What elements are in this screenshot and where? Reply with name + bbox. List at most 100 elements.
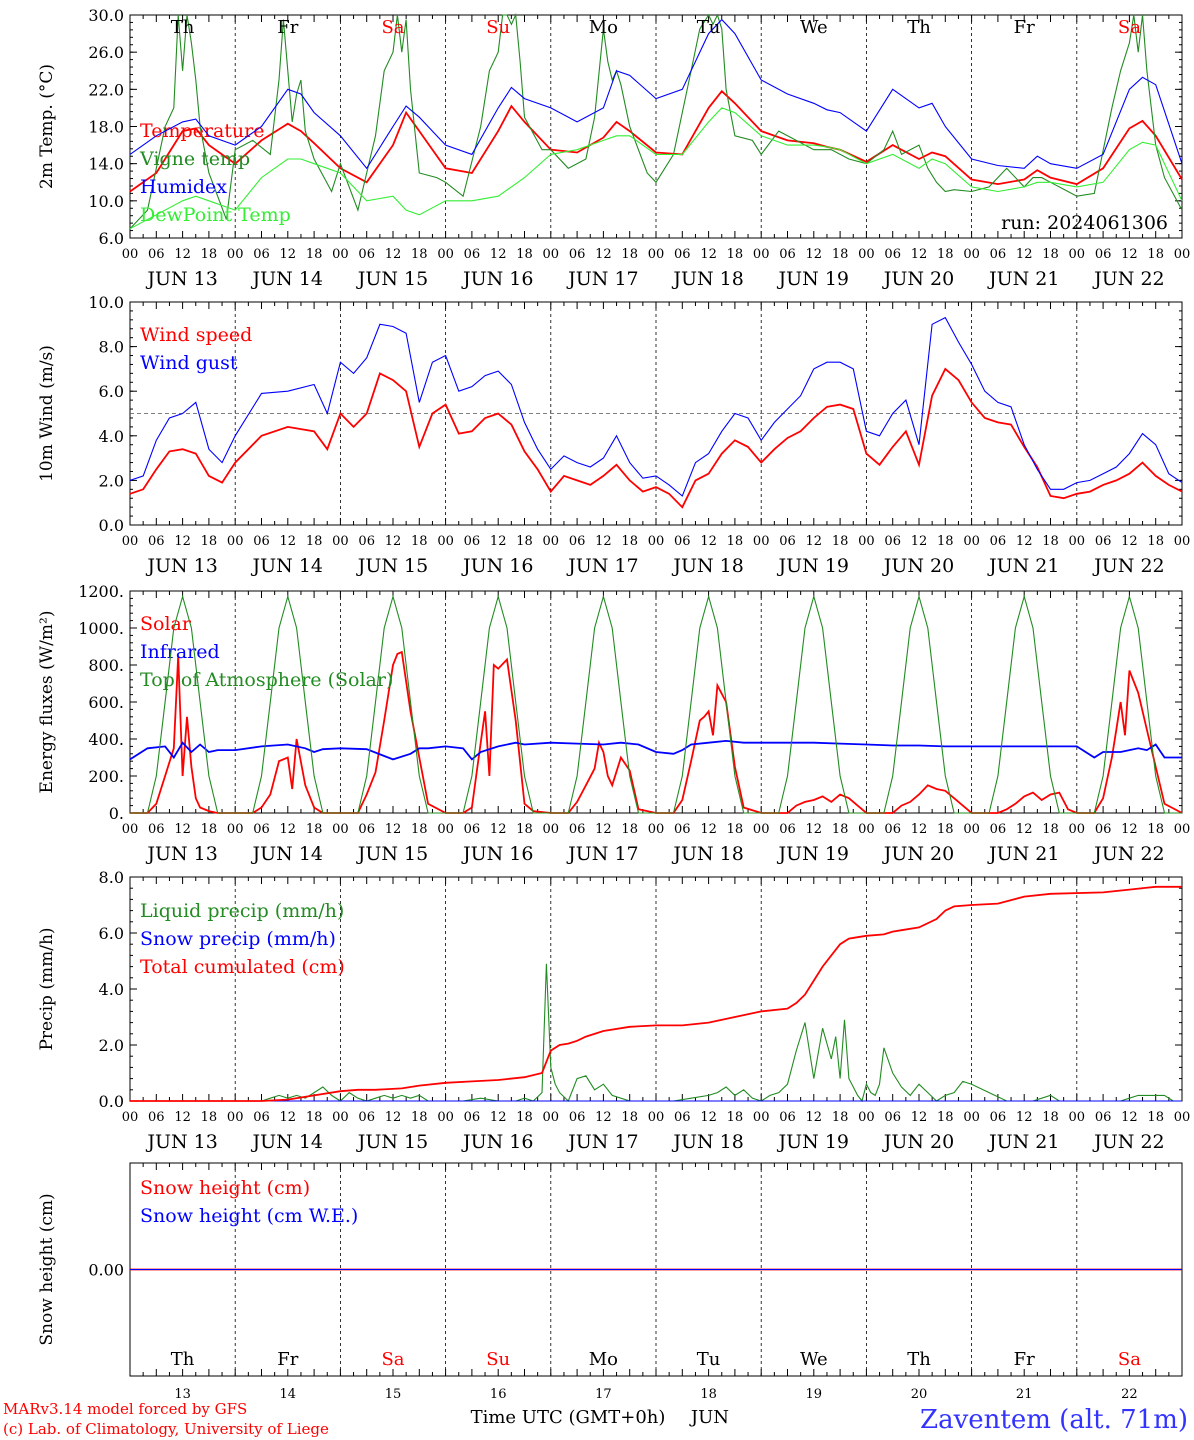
day-number-label: 15 <box>385 1387 402 1402</box>
y-tick-label: 8.0 <box>99 338 124 357</box>
date-label: JUN 17 <box>566 555 638 577</box>
hour-tick-label: 06 <box>779 1110 796 1125</box>
hour-tick-label: 18 <box>306 534 323 549</box>
y-tick-label: 10.0 <box>88 192 124 211</box>
hour-tick-label: 06 <box>358 534 375 549</box>
hour-tick-label: 06 <box>148 247 165 262</box>
hour-tick-label: 12 <box>700 1110 717 1125</box>
hour-tick-label: 18 <box>411 247 428 262</box>
series-line-vigne-temp <box>129 12 1183 230</box>
hour-tick-label: 12 <box>1121 1110 1138 1125</box>
hour-tick-label: 12 <box>700 822 717 837</box>
hour-tick-label: 06 <box>884 822 901 837</box>
date-label: JUN 14 <box>251 268 323 290</box>
date-label: JUN 20 <box>882 1131 954 1153</box>
y-tick-label: 6.0 <box>99 382 124 401</box>
snow-panel: 0.00 Snow height (cm) Snow height (cm) Snow… <box>37 1162 1183 1402</box>
hour-tick-label: 00 <box>122 1110 139 1125</box>
series-line-top-of-atmosphere-solar- <box>130 594 1182 814</box>
hour-tick-label: 12 <box>700 534 717 549</box>
y-axis-title: 10m Wind (m/s) <box>37 345 57 482</box>
hour-tick-label: 00 <box>963 822 980 837</box>
day-number-label: 21 <box>1016 1387 1033 1402</box>
hour-tick-label: 18 <box>937 247 954 262</box>
day-number-label: 19 <box>806 1387 823 1402</box>
hour-tick-label: 18 <box>306 822 323 837</box>
y-tick-label: 4.0 <box>99 980 124 999</box>
day-name-label: Fr <box>1014 1349 1035 1370</box>
day-name-label: Tu <box>697 1349 721 1370</box>
hour-tick-label: 06 <box>358 247 375 262</box>
hour-tick-label: 18 <box>1147 1110 1164 1125</box>
hour-tick-label: 00 <box>437 1110 454 1125</box>
series-line-solar <box>130 650 1183 814</box>
hour-tick-label: 12 <box>806 822 823 837</box>
day-number-label: 20 <box>911 1387 928 1402</box>
hour-tick-label: 12 <box>911 822 928 837</box>
hour-tick-label: 06 <box>253 822 270 837</box>
y-tick-label: 0. <box>109 804 124 823</box>
legend-entry: Humidex <box>140 176 227 198</box>
hour-tick-label: 00 <box>227 822 244 837</box>
legend-entry: Temperature <box>140 120 264 142</box>
y-tick-label: 6.0 <box>99 924 124 943</box>
hour-tick-label: 12 <box>806 1110 823 1125</box>
y-tick-label: 200. <box>88 767 124 786</box>
temperature-panel: 6.0 10.0 14.0 18.0 22.0 26.0 30.0 2m Temp. (°C)… <box>37 6 1190 290</box>
legend-entry: Snow height (cm W.E.) <box>140 1205 358 1227</box>
hour-tick-label: 00 <box>543 1110 560 1125</box>
hour-tick-label: 12 <box>911 1110 928 1125</box>
legend-entry: Infrared <box>140 641 220 663</box>
y-tick-label: 6.0 <box>99 229 124 248</box>
run-annotation: run: 2024061306 <box>1001 212 1168 234</box>
hour-tick-label: 06 <box>464 247 481 262</box>
hour-tick-label: 12 <box>595 1110 612 1125</box>
wind-panel: 0.0 2.0 4.0 6.0 8.0 10.0 10m Wind (m/s) Wind sp… <box>37 293 1190 577</box>
hour-tick-label: 00 <box>332 1110 349 1125</box>
date-label: JUN 13 <box>145 1131 217 1153</box>
day-name-label: Fr <box>277 1349 298 1370</box>
hour-tick-label: 12 <box>490 822 507 837</box>
hour-tick-label: 12 <box>911 247 928 262</box>
series-line-wind-speed <box>129 367 1183 509</box>
day-name-label: Mo <box>589 1349 618 1370</box>
date-label: JUN 19 <box>777 843 849 865</box>
date-label: JUN 14 <box>251 555 323 577</box>
hour-tick-label: 06 <box>990 1110 1007 1125</box>
hour-tick-label: 12 <box>1121 822 1138 837</box>
date-label: JUN 18 <box>671 843 743 865</box>
hour-tick-label: 00 <box>858 822 875 837</box>
model-credit: MARv3.14 model forced by GFS <box>3 1400 247 1418</box>
day-name-label: Sa <box>1118 17 1141 38</box>
date-label: JUN 22 <box>1092 555 1164 577</box>
time-axis-label: Time UTC (GMT+0h) <box>471 1407 666 1428</box>
date-label: JUN 15 <box>356 555 428 577</box>
day-number-label: 14 <box>280 1387 297 1402</box>
hour-tick-label: 06 <box>884 534 901 549</box>
hour-tick-label: 06 <box>674 1110 691 1125</box>
y-tick-label: 2.0 <box>99 471 124 490</box>
hour-tick-label: 06 <box>674 534 691 549</box>
hour-tick-label: 00 <box>227 247 244 262</box>
day-name-label: Mo <box>589 17 618 38</box>
y-tick-label: 22.0 <box>88 80 124 99</box>
hour-tick-label: 18 <box>411 822 428 837</box>
hour-tick-label: 00 <box>963 247 980 262</box>
legend-entry: Top of Atmosphere (Solar) <box>140 669 393 691</box>
hour-tick-label: 12 <box>280 1110 297 1125</box>
hour-tick-label: 00 <box>963 534 980 549</box>
y-tick-label: 2.0 <box>99 1036 124 1055</box>
hour-tick-label: 00 <box>227 534 244 549</box>
hour-tick-label: 06 <box>884 247 901 262</box>
hour-tick-label: 12 <box>280 822 297 837</box>
y-axis-title: 2m Temp. (°C) <box>37 64 57 189</box>
date-label: JUN 13 <box>145 268 217 290</box>
y-tick-label: 18.0 <box>88 118 124 137</box>
y-tick-label: 800. <box>88 656 124 675</box>
hour-tick-label: 06 <box>253 534 270 549</box>
hour-tick-label: 06 <box>990 247 1007 262</box>
hour-tick-label: 12 <box>806 534 823 549</box>
hour-tick-label: 12 <box>595 534 612 549</box>
y-tick-label: 0.0 <box>99 516 124 535</box>
